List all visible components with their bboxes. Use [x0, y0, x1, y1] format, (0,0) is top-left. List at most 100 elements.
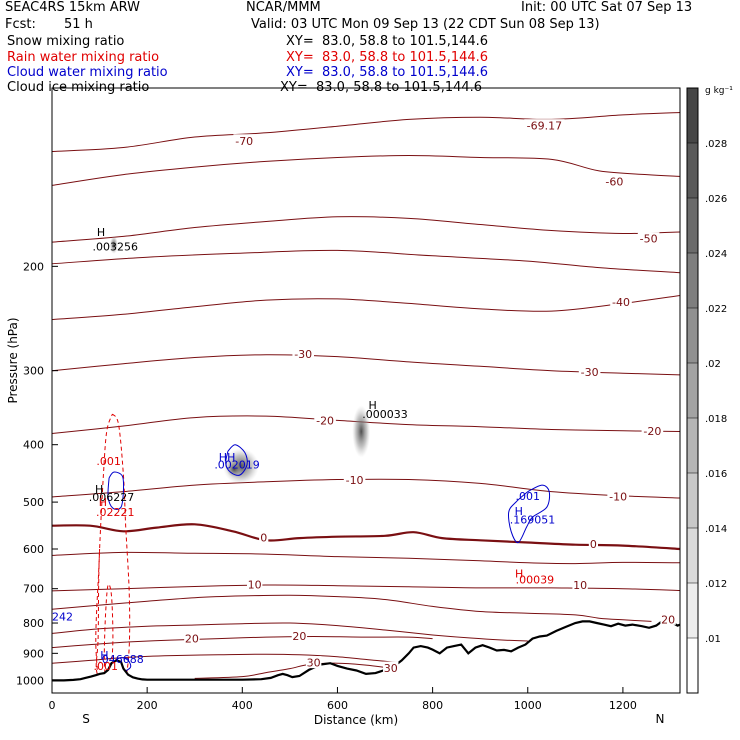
colorbar-frame [686, 87, 699, 694]
isotherm-label-bg [524, 119, 565, 132]
isotherm-label: -20 [316, 415, 334, 428]
isotherm-line [52, 594, 652, 622]
contour-annotation: H [100, 649, 108, 662]
contour-annotation: .006227 [89, 491, 135, 504]
colorbar-segment [687, 198, 698, 253]
isotherm-label-bg [292, 347, 314, 360]
isotherm-label: 20 [292, 630, 306, 643]
colorbar-segment [687, 638, 698, 693]
colorbar-segment [687, 88, 698, 143]
contour-annotation: .046688 [98, 653, 144, 666]
contour-annotation: H [99, 496, 107, 509]
contour-annotation: H [97, 226, 105, 239]
isotherm-label-bg [572, 578, 588, 591]
contour-annotation: .003256 [93, 240, 139, 253]
isotherm-label: -30 [294, 348, 312, 361]
isotherm-line [52, 653, 428, 667]
isotherm-label: 20 [185, 633, 199, 646]
x-tick-label: 200 [137, 699, 158, 712]
isotherm-line [194, 662, 395, 679]
isotherm-label-bg [641, 424, 664, 437]
y-axis-label: Pressure (hPa) [6, 317, 20, 403]
isotherm-line [52, 154, 680, 186]
contour-annotation: .001 [96, 455, 121, 468]
y-tick-label: 500 [23, 496, 44, 509]
x-tick-label: 800 [422, 699, 443, 712]
isotherm-label: -10 [609, 490, 627, 503]
colorbar-label: .024 [705, 249, 727, 260]
isotherm-label-bg [607, 489, 629, 502]
colorbar-label: .018 [705, 414, 727, 425]
isotherm-label-bg [588, 537, 599, 550]
colorbar-label: .016 [705, 469, 727, 480]
x-tick-label: 0 [49, 699, 56, 712]
cloud-water-contour [508, 484, 551, 544]
field-snow-xy: XY= 83.0, 58.8 to 101.5,144.6 [286, 34, 489, 49]
valid-time: Valid: 03 UTC Mon 09 Sep 13 (22 CDT Sun … [251, 17, 600, 32]
isotherm-label-bg [578, 365, 601, 378]
colorbar-segment [687, 308, 698, 363]
forecast-label: Fcst: [5, 17, 36, 32]
title-org: NCAR/MMM [246, 0, 321, 15]
colorbar-label: .012 [705, 579, 727, 590]
contour-annotation: HH [219, 451, 236, 464]
isotherm-line [52, 635, 433, 649]
cloud-water-contour [225, 444, 248, 476]
y-tick-label: 200 [23, 260, 44, 273]
cloud-water-contour [107, 471, 125, 510]
colorbar-segment [687, 363, 698, 418]
y-tick-label: 700 [23, 583, 44, 596]
isotherm-line [52, 478, 680, 499]
isotherm-label-bg [246, 577, 263, 590]
x-tick-label: 400 [232, 699, 253, 712]
endpoint-right: N [656, 712, 665, 726]
colorbar-label: .014 [705, 524, 727, 535]
isotherm-label-bg [343, 473, 366, 486]
x-tick-label: 600 [327, 699, 348, 712]
y-tick-label: 1000 [16, 674, 44, 687]
mixing-ratio-shading [109, 235, 118, 254]
y-tick-label: 900 [23, 647, 44, 660]
isotherm-label: 0 [260, 532, 267, 545]
init-time: Init: 00 UTC Sat 07 Sep 13 [521, 0, 693, 15]
x-axis-label: Distance (km) [314, 713, 398, 727]
isotherm-label: -50 [640, 233, 658, 246]
isotherm-label-bg [184, 632, 200, 645]
isotherm-label: 10 [573, 579, 587, 592]
contour-annotation: .002019 [214, 458, 260, 471]
colorbar-label: .01 [705, 634, 721, 645]
colorbar-segment [687, 143, 698, 198]
isotherm-line [52, 112, 680, 152]
contour-annotation: 242 [52, 611, 73, 624]
isotherm-label-bg [660, 612, 676, 625]
isotherm-line [52, 295, 680, 321]
colorbar-label: .026 [705, 194, 727, 205]
isotherm-label: -30 [581, 366, 599, 379]
isotherm-line [52, 216, 680, 243]
forecast-hour: 51 h [64, 17, 93, 32]
isotherm-label: -60 [605, 175, 623, 188]
isotherm-label-bg [610, 295, 632, 308]
isotherm-label: -40 [612, 296, 630, 309]
plot-frame [51, 87, 681, 694]
y-tick-label: 300 [23, 365, 44, 378]
contour-annotation: .001 [94, 660, 119, 673]
colorbar-label: .02 [705, 359, 721, 370]
colorbar-segment [687, 473, 698, 528]
field-snow-name: Snow mixing ratio [7, 34, 125, 49]
field-cloudwater-xy: XY= 83.0, 58.8 to 101.5,144.6 [286, 65, 489, 80]
colorbar-segment [687, 583, 698, 638]
contour-annotation: H [369, 399, 377, 412]
isotherm-label: -20 [643, 425, 661, 438]
contour-annotation: H [515, 568, 523, 581]
contour-annotation: .02221 [96, 506, 135, 519]
isotherm-label-bg [233, 134, 256, 147]
isotherm-label: 30 [384, 662, 398, 675]
isotherm-label-bg [637, 232, 660, 245]
isotherm-line [52, 249, 680, 274]
plot-area: -69.17 -70 -60 -50 -40 -30 -30 -20 -20 -10 -10 0 0 10… [52, 112, 680, 693]
contour-annotation: H [515, 505, 523, 518]
endpoint-left: S [82, 712, 90, 726]
contour-annotation: .001 [516, 490, 541, 503]
